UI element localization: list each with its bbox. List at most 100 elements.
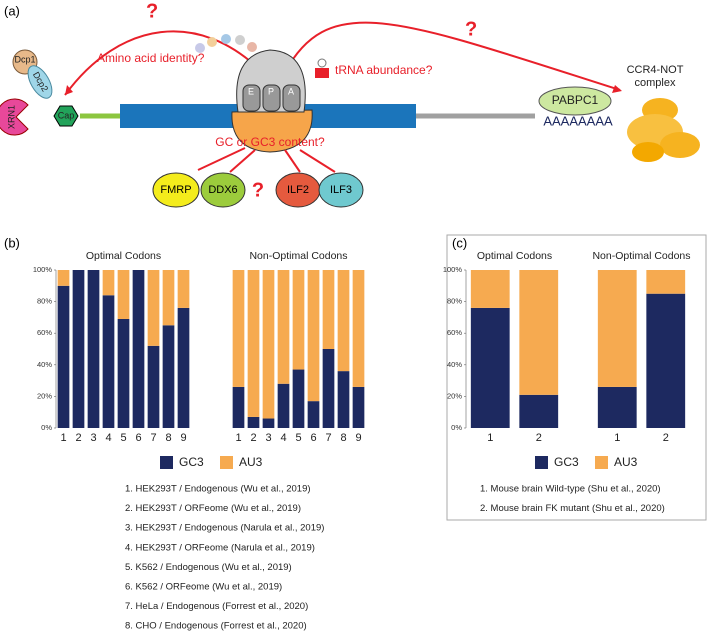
bar-segment xyxy=(470,307,510,428)
note: 7. HeLa / Endogenous (Forrest et al., 20… xyxy=(125,601,308,612)
polya-label: AAAAAAAA xyxy=(543,113,613,128)
x-tick-label: 9 xyxy=(180,432,186,444)
x-tick-label: 2 xyxy=(75,432,81,444)
trna-icon xyxy=(315,68,329,78)
legend-swatch xyxy=(220,456,233,469)
x-tick-label: 6 xyxy=(310,432,316,444)
dcp1-label: Dcp1 xyxy=(14,54,35,64)
group-label: Optimal Codons xyxy=(86,250,161,262)
y-tick-label: 100% xyxy=(443,265,463,274)
annotation: tRNA abundance? xyxy=(335,63,433,77)
bar-segment xyxy=(646,293,686,428)
panel-label: (b) xyxy=(4,235,20,250)
x-tick-label: 1 xyxy=(60,432,66,444)
arrow xyxy=(284,149,301,173)
amino-acid xyxy=(221,34,231,44)
legend-swatch xyxy=(160,456,173,469)
x-tick-label: 2 xyxy=(536,432,542,444)
bar-segment xyxy=(247,416,260,428)
legend-label: AU3 xyxy=(614,455,638,469)
pabpc1 xyxy=(538,86,612,116)
arrowhead xyxy=(612,85,622,93)
note: 3. HEK293T / Endogenous (Narula et al., … xyxy=(125,523,324,534)
question-mark: ? xyxy=(252,179,264,201)
dcp2 xyxy=(27,65,53,99)
x-tick-label: 1 xyxy=(614,432,620,444)
bar-segment xyxy=(307,270,320,402)
bar-segment xyxy=(117,318,130,428)
bar-segment xyxy=(57,270,70,286)
y-tick-label: 20% xyxy=(447,391,462,400)
bar-segment xyxy=(117,270,130,319)
amino-acid xyxy=(195,43,205,53)
arrow xyxy=(64,30,263,96)
note: 8. CHO / Endogenous (Forrest et al., 202… xyxy=(125,621,307,632)
bar-segment xyxy=(307,401,320,428)
bar-segment xyxy=(292,270,305,370)
bar-segment xyxy=(470,270,510,308)
y-tick-label: 60% xyxy=(37,328,52,337)
protein xyxy=(152,172,200,208)
amino-acid xyxy=(235,35,245,45)
arrowhead xyxy=(65,85,73,95)
note: 2. HEK293T / ORFeome (Wu et al., 2019) xyxy=(125,503,301,514)
bar-segment xyxy=(337,270,350,372)
xrn1-label: XRN1 xyxy=(6,105,16,129)
bar-segment xyxy=(322,270,335,349)
xrn1 xyxy=(0,98,29,136)
x-tick-label: 8 xyxy=(340,432,346,444)
site xyxy=(242,84,261,112)
bar-segment xyxy=(646,270,686,294)
x-tick-label: 5 xyxy=(295,432,301,444)
x-tick-label: 8 xyxy=(165,432,171,444)
bar-segment xyxy=(132,270,145,428)
bar-segment xyxy=(177,307,190,428)
group-label: Non-Optimal Codons xyxy=(592,250,690,262)
bar-segment xyxy=(597,270,637,387)
bar-segment xyxy=(352,386,365,428)
bar-segment xyxy=(322,349,335,428)
bar-segment xyxy=(87,270,100,428)
x-tick-label: 3 xyxy=(265,432,271,444)
x-tick-label: 7 xyxy=(150,432,156,444)
panel-frame xyxy=(446,234,707,521)
ccr4-not xyxy=(660,132,700,158)
legend-swatch xyxy=(595,456,608,469)
panel-label: (a) xyxy=(4,3,20,18)
x-tick-label: 1 xyxy=(487,432,493,444)
trna-icon xyxy=(317,58,327,68)
arrow xyxy=(197,147,246,171)
bar-segment xyxy=(277,383,290,428)
y-tick-label: 80% xyxy=(447,297,462,306)
cap xyxy=(53,105,79,127)
site-label: P xyxy=(268,86,274,96)
bar-segment xyxy=(337,371,350,428)
protein-label: ILF3 xyxy=(330,184,352,196)
group-label: Optimal Codons xyxy=(477,250,552,262)
x-tick-label: 2 xyxy=(663,432,669,444)
annotation: GC or GC3 content? xyxy=(215,135,325,149)
site-label: E xyxy=(248,86,254,96)
bar-segment xyxy=(147,345,160,428)
arrow xyxy=(299,149,336,173)
y-tick-label: 0% xyxy=(41,423,52,432)
y-tick-label: 40% xyxy=(37,360,52,369)
legend-swatch xyxy=(535,456,548,469)
panel-a: (a) ? ? Cap Dcp1 Dcp2 XRN1 E P A Am xyxy=(0,0,700,208)
amino-acid xyxy=(207,37,217,47)
legend-label: GC3 xyxy=(554,455,579,469)
note: 1. HEK293T / Endogenous (Wu et al., 2019… xyxy=(125,484,311,495)
bar-segment xyxy=(57,285,70,428)
bar-segment xyxy=(162,270,175,326)
protein-label: ILF2 xyxy=(287,184,309,196)
bar-segment xyxy=(262,418,275,428)
x-tick-label: 6 xyxy=(135,432,141,444)
x-tick-label: 2 xyxy=(250,432,256,444)
annotation: Amino acid identity? xyxy=(97,51,205,65)
cap-label: Cap xyxy=(58,110,75,120)
legend-label: AU3 xyxy=(239,455,263,469)
bar-segment xyxy=(352,270,365,387)
bar-segment xyxy=(177,270,190,308)
site-label: A xyxy=(288,86,294,96)
x-tick-label: 3 xyxy=(90,432,96,444)
